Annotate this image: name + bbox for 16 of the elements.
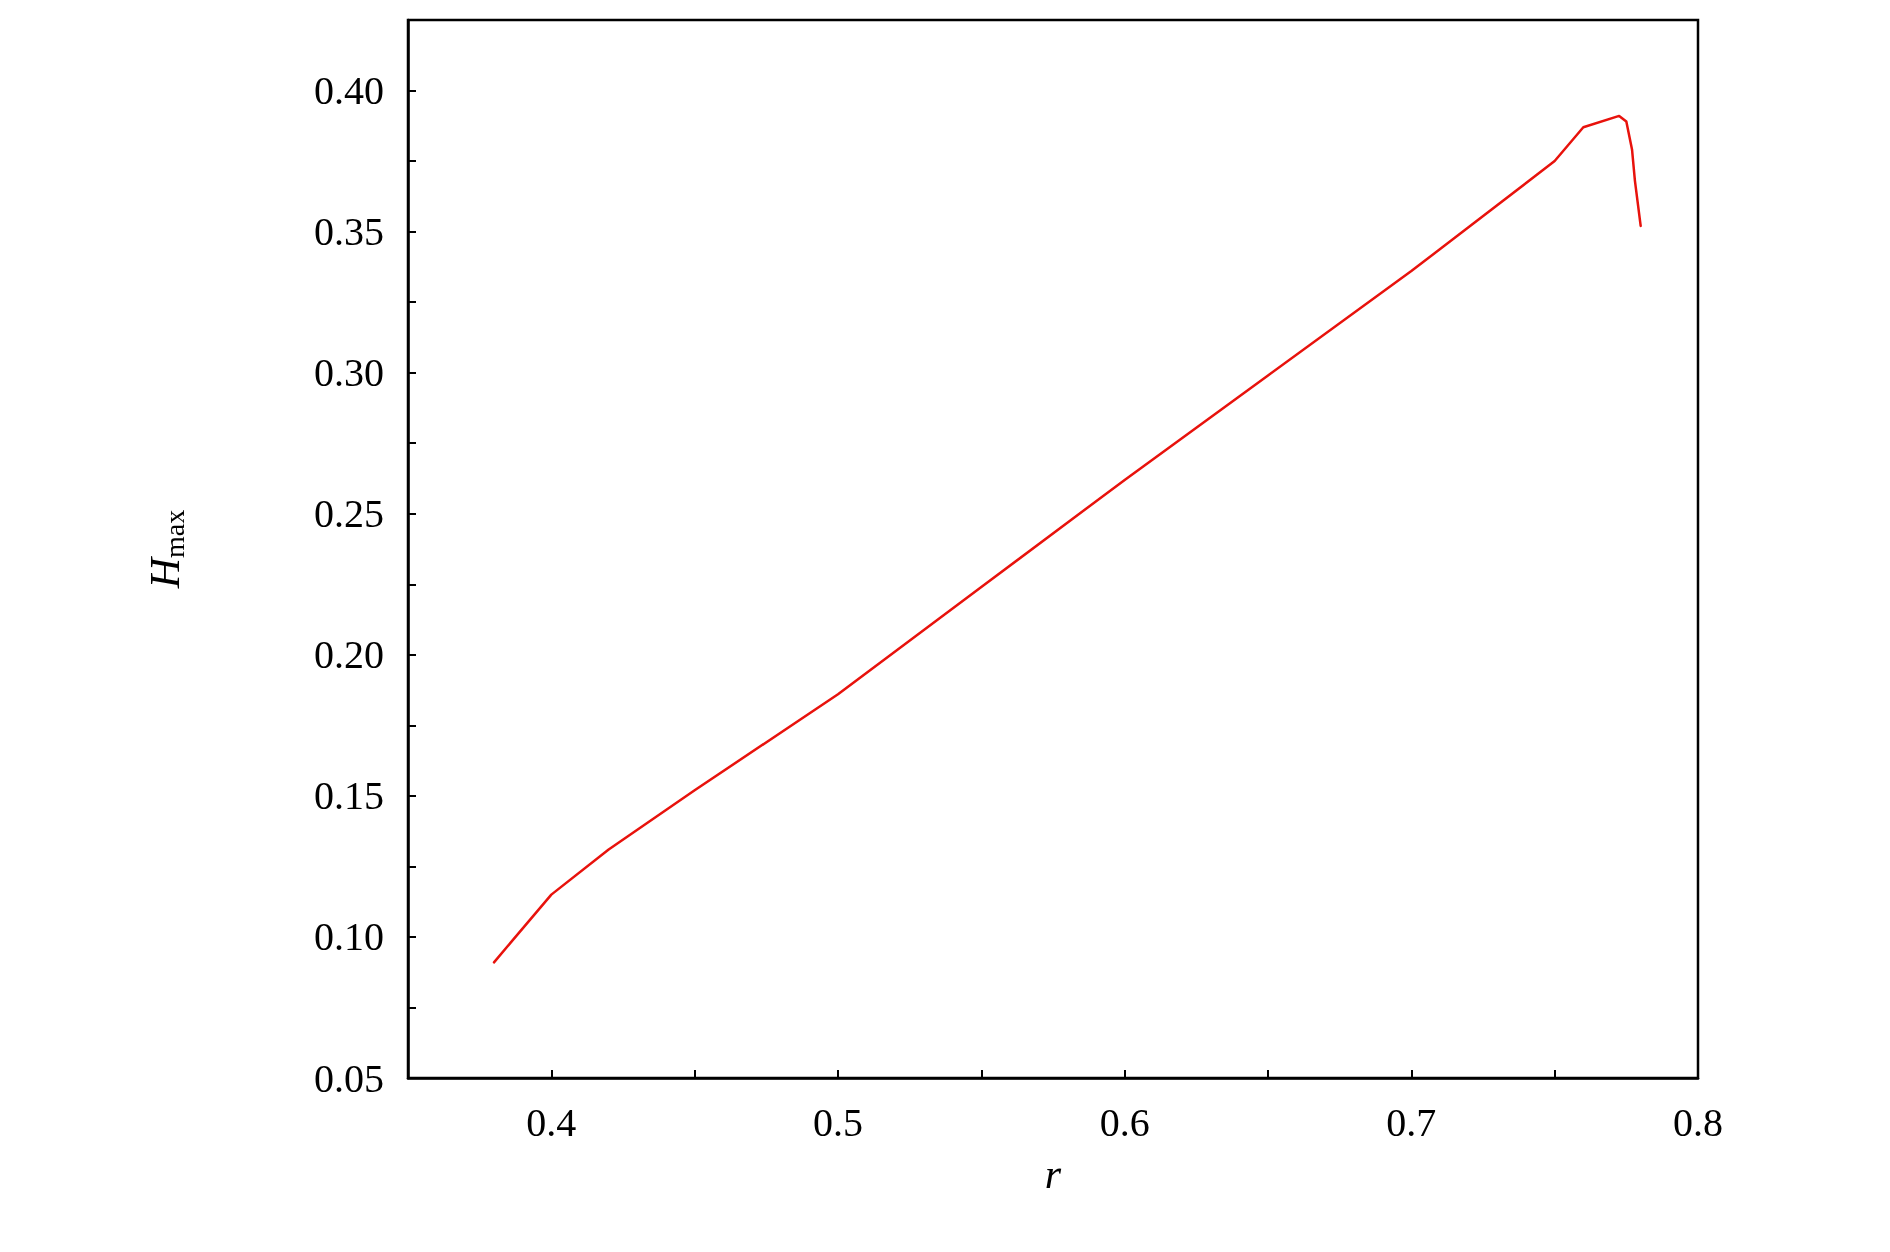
y-tick-label: 0.15 xyxy=(314,773,384,819)
x-tick-label: 0.8 xyxy=(1673,1099,1723,1145)
x-tick-label: 0.4 xyxy=(526,1099,577,1145)
y-tick-label: 0.30 xyxy=(314,350,384,396)
y-tick-label: 0.40 xyxy=(314,68,384,114)
y-axis-title: Hmax xyxy=(142,509,190,590)
x-tick-label: 0.6 xyxy=(1099,1099,1150,1145)
y-tick-label: 0.35 xyxy=(314,209,384,255)
y-tick-label: 0.20 xyxy=(314,632,384,678)
y-tick-label: 0.25 xyxy=(314,491,384,537)
line-series xyxy=(492,114,1642,964)
x-axis-title: r xyxy=(1044,1151,1062,1197)
y-tick-label: 0.10 xyxy=(314,914,384,960)
x-tick-label: 0.5 xyxy=(813,1099,863,1145)
y-tick-label: 0.05 xyxy=(314,1055,384,1101)
x-tick-label: 0.7 xyxy=(1386,1099,1437,1145)
